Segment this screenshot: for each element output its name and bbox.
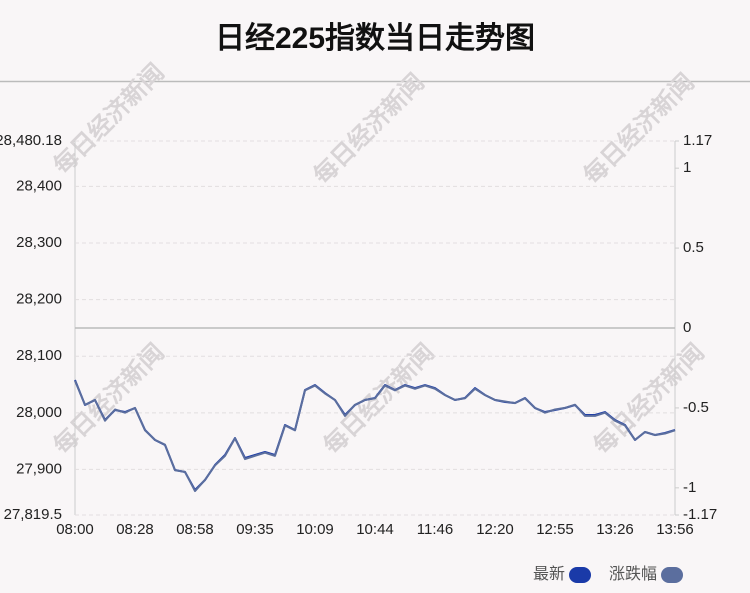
x-tick-label: 08:00: [56, 521, 94, 538]
x-tick-label: 08:28: [116, 521, 154, 538]
y-tick-label: 28,400: [16, 177, 62, 194]
y2-tick-label: 1: [683, 159, 691, 176]
y2-tick-label: 1.17: [683, 132, 712, 149]
y-tick-label: 28,200: [16, 291, 62, 308]
y-tick-label: 28,480.18: [0, 132, 62, 149]
x-tick-label: 13:56: [656, 521, 694, 538]
y-tick-label: 27,819.5: [4, 506, 62, 523]
y2-tick-label: 0.5: [683, 239, 704, 256]
chart-title: 日经225指数当日走势图: [215, 21, 535, 55]
legend-label: 涨跌幅: [609, 565, 657, 583]
x-tick-label: 10:09: [296, 521, 334, 538]
y2-tick-label: -1.17: [683, 506, 717, 523]
legend-label: 最新: [533, 565, 565, 583]
y-tick-label: 28,000: [16, 404, 62, 421]
y2-tick-label: 0: [683, 319, 691, 336]
legend-swatch: [569, 567, 592, 583]
y-tick-label: 27,900: [16, 460, 62, 477]
x-tick-label: 11:46: [417, 521, 453, 538]
y2-tick-label: -0.5: [683, 399, 709, 416]
x-tick-label: 08:58: [176, 521, 214, 538]
x-tick-label: 10:44: [356, 521, 394, 538]
x-tick-label: 09:35: [236, 521, 274, 538]
y2-tick-label: -1: [683, 479, 696, 496]
legend-swatch: [661, 567, 684, 583]
x-tick-label: 13:26: [596, 521, 634, 538]
y-tick-label: 28,100: [16, 347, 62, 364]
x-tick-label: 12:20: [476, 521, 514, 538]
price-line: [74, 380, 676, 493]
y-tick-label: 28,300: [16, 234, 62, 251]
x-tick-label: 12:55: [536, 521, 574, 538]
